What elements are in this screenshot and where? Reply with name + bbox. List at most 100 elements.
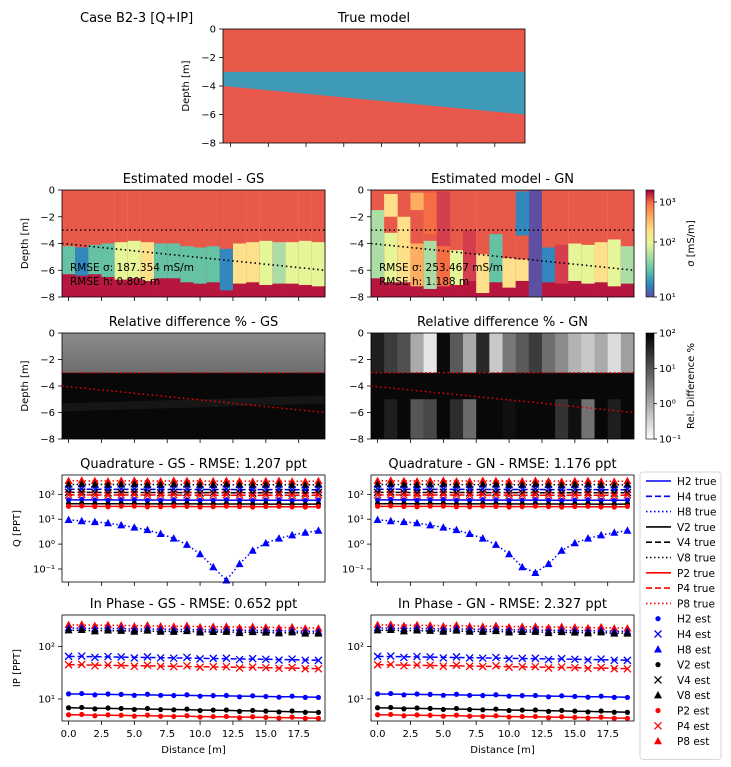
marker-P4-est [169,490,178,499]
marker-P4-est [465,662,474,671]
marker-V8-est [235,480,244,488]
marker-H2-est [480,692,486,699]
marker-H2-est [440,692,446,698]
marker-H2-est [624,694,631,701]
marker-V8-est [623,480,632,488]
marker-P2-est [236,715,243,721]
marker-H2-est [65,497,72,503]
cell-layer1 [75,190,89,248]
marker-H8-est [413,518,422,527]
rel-low-cell [555,399,569,439]
panel-estimated-gn: Estimated model - GN RMSE σ: 253.467 mS/m… [349,172,635,304]
marker-H2-est [401,692,407,698]
marker-V8-est [399,480,408,488]
marker-P4-est [557,491,566,500]
marker-V2-est [302,709,308,715]
y-axis-label: IP [PPT] [12,649,23,687]
marker-H2-est [388,496,394,503]
marker-V2-est [105,705,111,711]
marker-V8-est [130,627,139,635]
series-H8-true [68,519,319,582]
marker-P2-est [210,504,216,510]
axes-frame [370,189,635,298]
marker-P2-est [118,712,124,718]
marker-P2-est [105,712,111,718]
marker-V2-est [440,706,446,713]
y-axis-label: Depth [m] [20,360,31,411]
x-tick-label: 10.0 [189,729,211,740]
legend: H2 true H4 true H8 true V2 true V4 true V8 tr… [639,471,722,760]
marker-P4-est [90,491,99,500]
y-tick-label: 10² [347,642,364,653]
marker-H2-est [611,694,617,700]
marker-V2-est [79,704,85,711]
marker-P4-est [478,662,487,671]
y-tick-label: −6 [349,408,364,419]
y-tick-label: 0 [358,186,364,197]
marker-H8-est [426,520,435,529]
rel-cell [101,402,115,411]
series-H4-true [377,655,628,661]
marker-H2-est [158,692,164,698]
marker-P4-est [235,664,244,672]
marker-V8-est [452,480,461,489]
cell-layer1 [193,190,208,248]
marker-P2-est [480,713,486,720]
rel-cell [75,402,89,411]
marker-H4-est [531,485,540,494]
marker-P2-est [388,503,394,509]
marker-P4-est [196,663,205,672]
rel-top-cell [410,333,424,373]
marker-V8-est [117,626,126,634]
marker-V2-est [559,707,565,714]
rel-cell [219,398,233,407]
y-tick-label: −2 [40,212,55,223]
rel-cell [88,402,102,411]
marker-V8-est [623,629,632,637]
cell-layer1 [489,190,503,235]
y-tick-label: −4 [40,382,55,393]
marker-V2-est [276,709,282,715]
y-tick-label: 0 [210,25,216,36]
marker-V8-est [90,480,99,488]
marker-H4-est [426,653,435,661]
rel-cell [140,400,155,409]
cell-upper [423,192,438,235]
series-P4-true [377,663,628,670]
marker-P4-est [77,490,86,499]
marker-H4-est [182,653,191,662]
marker-H8-est [90,517,99,526]
marker-P2-est [79,503,85,509]
panel-quadrature-gn: Quadrature - GN - RMSE: 1.176 ppt 10² 10¹ 1… [342,457,635,586]
marker-H2-est [506,497,512,504]
marker-V8-est [130,480,139,488]
marker-H2-est [92,692,98,698]
legend-marker [655,616,661,622]
x-tick-label: 2.5 [93,729,109,740]
marker-H4-est [77,484,86,493]
axes-frame [370,332,635,440]
marker-P4-est [235,491,244,500]
marker-H8-est [143,525,152,534]
cell-layer2 [371,190,385,279]
marker-P2-est [144,504,151,510]
y-tick-label: −6 [40,408,55,419]
marker-V8-est [104,480,113,489]
marker-V2-est [611,709,617,715]
marker-P2-est [374,712,381,718]
marker-P2-est [250,504,256,510]
rel-cell [167,400,181,409]
marker-P2-est [532,713,538,720]
cell-upper [515,191,530,236]
rmse-h-annotation: RMSE h: 0.805 m [70,276,160,288]
marker-V8-est [505,480,514,489]
rel-low-cell [463,399,477,439]
marker-P2-est [414,712,420,718]
marker-P4-est [491,661,500,670]
marker-V8-est [301,480,310,489]
y-tick-label: −4 [349,382,364,393]
marker-H2-est [184,497,190,503]
marker-H4-est [64,485,73,494]
marker-H4-est [90,653,99,662]
rmse-sigma-annotation: RMSE σ: 187.354 mS/m [70,262,194,274]
